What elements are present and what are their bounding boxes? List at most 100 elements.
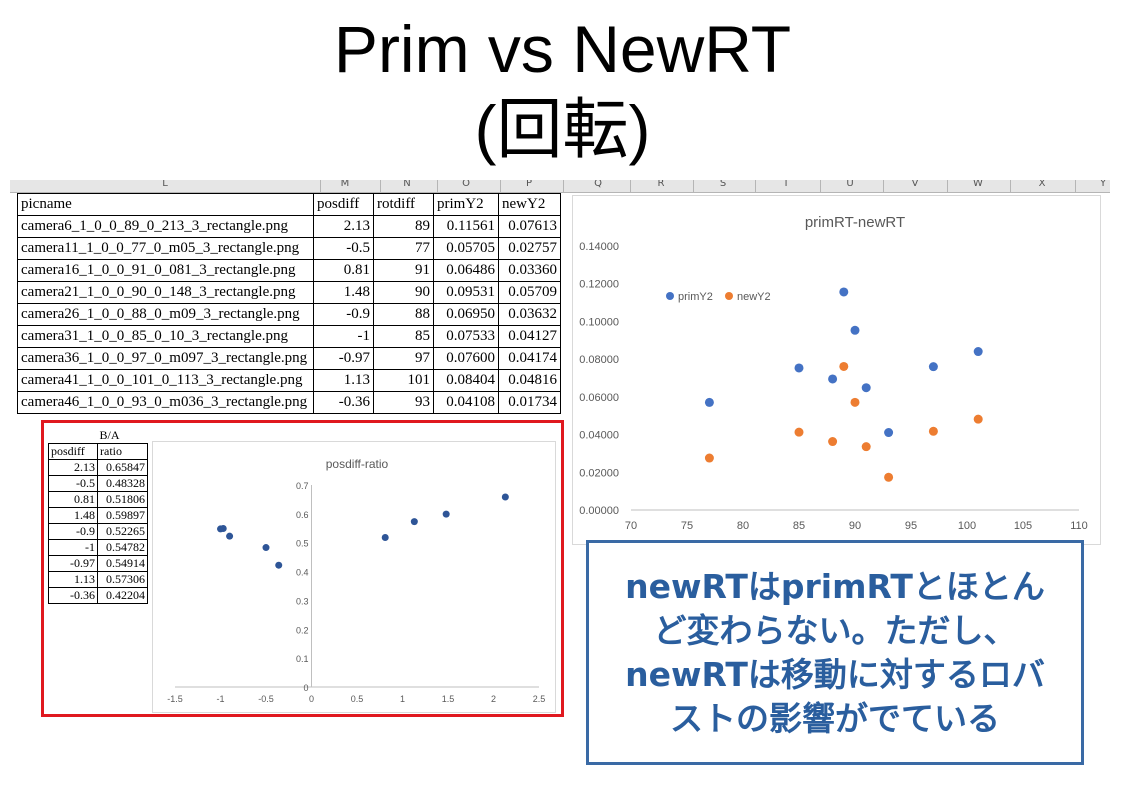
chart-posdiff-ratio[interactable]: posdiff-ratio -1.5 -1 -0.5 0 0.5 1 1.5 2 2.5 0 0.1 0… [152, 441, 556, 713]
table-cell: 0.01734 [498, 391, 561, 414]
x-tick-label: 110 [1070, 520, 1088, 532]
table-cell: 0.81 [48, 491, 98, 508]
table-cell: 97 [373, 347, 434, 370]
table-cell: 0.42204 [97, 587, 148, 604]
table-row: 0.81 0.51806 [48, 491, 148, 508]
table-cell: 0.04174 [498, 347, 561, 370]
data-point [219, 525, 227, 533]
table-cell: 0.04108 [433, 391, 499, 414]
table-cell: 0.05709 [498, 281, 561, 304]
legend-marker [725, 292, 733, 300]
x-tick-label: 90 [849, 520, 861, 532]
table-cell: 0.81 [313, 259, 374, 282]
table-cell: 0.02757 [498, 237, 561, 260]
table-row: 1.48 0.59897 [48, 507, 148, 524]
table-cell: -0.5 [48, 475, 98, 492]
table-cell: -0.9 [48, 523, 98, 540]
y-tick-label: 0.10000 [579, 316, 619, 328]
ratio-table: B/A posdiff ratio 2.13 0.65847 -0.5 0.48328 0.8… [48, 428, 148, 604]
x-tick-label: 2.5 [533, 694, 546, 704]
column-letter: L [162, 180, 168, 189]
table-cell: 0.07613 [498, 215, 561, 238]
chart-primrt-newrt[interactable]: primRT-newRT 70 75 80 85 90 95 100 105 110 0.00000… [572, 195, 1101, 545]
column-letter: T [782, 180, 790, 189]
chart-title: posdiff-ratio [326, 457, 389, 471]
table-cell: camera46_1_0_0_93_0_m036_3_rectangle.png [17, 391, 314, 414]
y-tick-label: 0.00000 [579, 505, 619, 517]
table-row: -0.36 0.42204 [48, 587, 148, 604]
column-header-row: L M N O P Q R S T U V W X Y [10, 180, 1110, 193]
x-tick-label: 85 [793, 520, 805, 532]
x-tick-label: -1 [216, 694, 224, 704]
y-tick-label: 0.1 [296, 654, 309, 664]
table-row: 1.13 0.57306 [48, 571, 148, 588]
table-row: camera31_1_0_0_85_0_10_3_rectangle.png -1… [17, 325, 561, 348]
column-letter: N [403, 180, 411, 189]
table-cell: -0.5 [313, 237, 374, 260]
table-cell: 0.05705 [433, 237, 499, 260]
column-letter: O [462, 180, 470, 189]
data-point [501, 493, 509, 501]
table-row: -0.9 0.52265 [48, 523, 148, 540]
table-cell: 90 [373, 281, 434, 304]
column-letter: Y [1099, 180, 1107, 189]
slide-title: Prim vs NewRT [333, 12, 792, 86]
x-tick-label: 1 [400, 694, 405, 704]
table-cell: 0.54782 [97, 539, 148, 556]
data-point [794, 427, 804, 437]
y-tick-label: 0.06000 [579, 392, 619, 404]
y-tick-label: 0.4 [296, 568, 309, 578]
table-cell: camera16_1_0_0_91_0_081_3_rectangle.png [17, 259, 314, 282]
data-point [850, 325, 860, 335]
chart-posdiff-ratio-svg: posdiff-ratio -1.5 -1 -0.5 0 0.5 1 1.5 2 2.5 0 0.1 0… [167, 457, 546, 704]
ratio-top-label: B/A [99, 428, 120, 442]
column-letter: S [719, 180, 727, 189]
y-tick-label: 0.2 [296, 625, 309, 635]
y-tick-label: 0.12000 [579, 279, 619, 291]
data-point [381, 534, 389, 542]
table-cell: 89 [373, 215, 434, 238]
table-cell: 0.04127 [498, 325, 561, 348]
x-tick-label: 75 [681, 520, 693, 532]
table-cell: 0.03632 [498, 303, 561, 326]
x-tick-label: 100 [958, 520, 976, 532]
x-tick-label: 95 [905, 520, 917, 532]
data-point [861, 383, 871, 393]
column-letter: W [973, 180, 983, 189]
data-point [973, 347, 983, 357]
x-tick-label: 0.5 [351, 694, 364, 704]
data-point [794, 363, 804, 373]
column-letter: R [657, 180, 665, 189]
data-point [704, 453, 714, 463]
table-cell: camera11_1_0_0_77_0_m05_3_rectangle.png [17, 237, 314, 260]
column-letter: Q [594, 180, 602, 189]
table-cell: 0.09531 [433, 281, 499, 304]
table-cell: -0.9 [313, 303, 374, 326]
data-point [828, 437, 838, 447]
table-cell: 93 [373, 391, 434, 414]
table-cell: 0.08404 [433, 369, 499, 392]
chart-primrt-newrt-svg: primRT-newRT 70 75 80 85 90 95 100 105 110 0.00000… [579, 214, 1088, 532]
column-header: posdiff [313, 193, 374, 216]
x-tick-label: 2 [491, 694, 496, 704]
x-tick-label: 0 [309, 694, 314, 704]
data-point [275, 561, 283, 569]
table-row: -0.97 0.54914 [48, 555, 148, 572]
data-point [839, 287, 849, 297]
table-cell: 0.52265 [97, 523, 148, 540]
table-cell: 0.03360 [498, 259, 561, 282]
table-cell: camera21_1_0_0_90_0_148_3_rectangle.png [17, 281, 314, 304]
data-point [828, 374, 838, 384]
table-cell: 0.06486 [433, 259, 499, 282]
table-cell: 77 [373, 237, 434, 260]
y-tick-label: 0.04000 [579, 430, 619, 442]
data-point [262, 544, 270, 552]
data-point [884, 428, 894, 438]
data-table: picname posdiff rotdiff primY2 newY2 camera6_… [17, 193, 561, 414]
y-tick-label: 0.7 [296, 481, 309, 491]
x-tick-label: 70 [625, 520, 637, 532]
data-point [839, 361, 849, 371]
table-row: camera11_1_0_0_77_0_m05_3_rectangle.png -… [17, 237, 561, 260]
data-point [928, 362, 938, 372]
y-tick-label: 0.08000 [579, 354, 619, 366]
